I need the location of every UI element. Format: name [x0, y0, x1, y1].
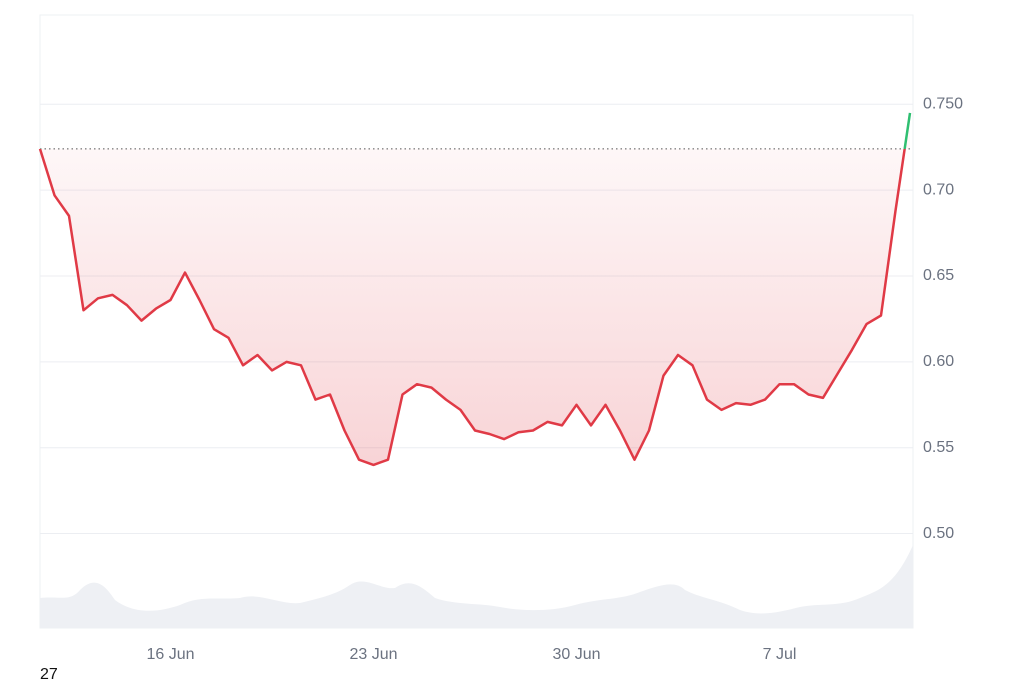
- y-tick-label: 0.50: [923, 525, 954, 542]
- x-tick-label: 30 Jun: [552, 646, 600, 663]
- footer-text: 27: [40, 666, 58, 683]
- x-tick-label: 16 Jun: [146, 646, 194, 663]
- y-tick-label: 0.70: [923, 181, 954, 198]
- y-tick-label: 0.60: [923, 353, 954, 370]
- area-fill: [40, 112, 910, 465]
- volume-area: [40, 545, 913, 628]
- price-line: [38, 148, 906, 467]
- y-tick-label: 0.55: [923, 439, 954, 456]
- y-tick-label: 0.65: [923, 267, 954, 284]
- x-tick-label: 7 Jul: [763, 646, 797, 663]
- y-tick-label: 0.750: [923, 96, 963, 113]
- x-tick-label: 23 Jun: [349, 646, 397, 663]
